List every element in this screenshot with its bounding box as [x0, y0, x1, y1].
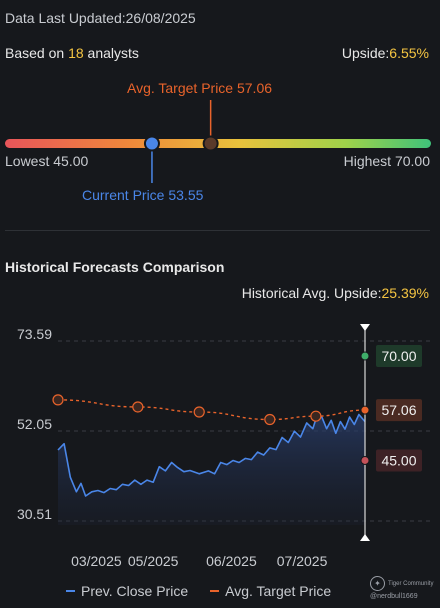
y-tick-label: 30.51 — [17, 506, 52, 522]
based-on-suffix: analysts — [83, 45, 139, 61]
last-updated: Data Last Updated:26/08/2025 — [5, 10, 196, 26]
target-point — [310, 410, 322, 422]
based-on-prefix: Based on — [5, 45, 69, 61]
price-area-fill — [58, 414, 365, 525]
side-high-label: 70.00 — [381, 348, 416, 364]
legend-target-label: Avg. Target Price — [225, 583, 332, 599]
legend-close-label: Prev. Close Price — [81, 583, 189, 599]
legend-item-target[interactable]: Avg. Target Price — [210, 583, 331, 599]
y-tick-label: 73.59 — [17, 326, 52, 342]
upside-label: Upside: — [341, 45, 390, 61]
legend-close-swatch — [66, 590, 75, 592]
current-price-label: Current Price 53.55 — [82, 187, 204, 203]
current-price-marker — [143, 135, 160, 152]
avg-target-marker — [202, 135, 219, 152]
forecast-chart: 73.59 52.05 30.51 03/2025 05/2025 06/2025 07/2… — [17, 324, 430, 569]
last-updated-date: 26/08/2025 — [125, 10, 196, 26]
price-line — [57, 413, 366, 497]
historical-upside-value: 25.39% — [381, 285, 429, 301]
analyst-summary: Based on 18 analysts — [5, 45, 139, 61]
last-updated-label: Data Last Updated: — [5, 10, 126, 26]
lowest-label: Lowest 45.00 — [5, 153, 89, 169]
guide-top-arrow — [360, 324, 370, 331]
historical-upside: Historical Avg. Upside:25.39% — [242, 285, 429, 301]
target-point — [52, 394, 64, 406]
side-low-badge — [376, 449, 422, 472]
legend-item-close[interactable]: Prev. Close Price — [66, 583, 188, 599]
side-high-marker — [360, 351, 370, 361]
chart-legend: Prev. Close Price Avg. Target Price — [66, 583, 331, 599]
section-divider — [5, 230, 430, 231]
side-avg-badge — [376, 399, 422, 422]
upside-summary: Upside:6.55% — [342, 45, 429, 61]
x-tick-label: 06/2025 — [206, 553, 257, 569]
target-point — [264, 413, 276, 426]
section-title: Historical Forecasts Comparison — [5, 259, 225, 275]
x-tick-label: 05/2025 — [128, 553, 179, 569]
side-avg-label: 57.06 — [381, 402, 416, 418]
x-tick-label: 07/2025 — [277, 553, 328, 569]
side-low-marker — [360, 455, 370, 465]
y-tick-label: 52.05 — [17, 416, 52, 432]
x-tick-label: 03/2025 — [71, 553, 122, 569]
avg-target-label: Avg. Target Price 57.06 — [127, 80, 273, 96]
target-point — [193, 406, 205, 418]
analyst-count: 18 — [68, 45, 84, 61]
watermark-brand: Tiger Community — [388, 580, 434, 587]
guide-bottom-arrow — [360, 534, 370, 541]
tiger-logo-icon: ✦ — [370, 576, 385, 591]
historical-upside-label: Historical Avg. Upside: — [241, 285, 382, 301]
watermark-user: @nerdbull1669 — [370, 593, 418, 600]
price-range-gauge — [5, 100, 431, 183]
side-high-badge — [376, 345, 422, 367]
side-avg-marker — [360, 405, 370, 415]
target-point — [132, 401, 144, 413]
highest-label: Highest 70.00 — [343, 153, 430, 169]
watermark: ✦ Tiger Community — [370, 576, 433, 591]
legend-target-swatch — [210, 590, 220, 592]
side-low-label: 45.00 — [381, 452, 416, 468]
upside-value: 6.55% — [389, 45, 429, 61]
